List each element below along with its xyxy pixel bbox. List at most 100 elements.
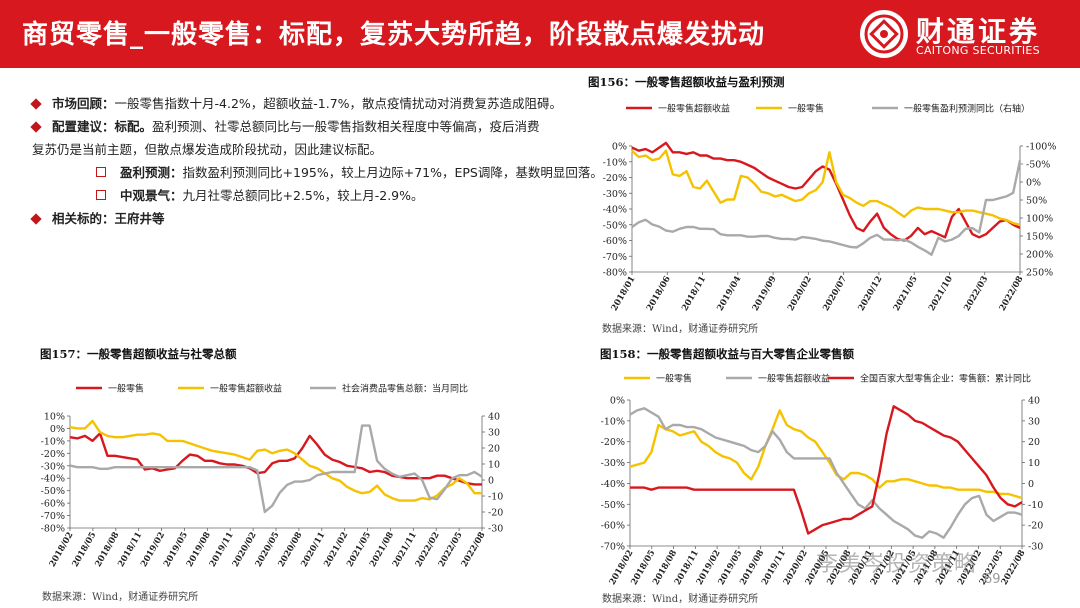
y-left-tick-label: -40% (603, 205, 627, 216)
legend-label: 一般零售 (108, 383, 144, 395)
y-right-tick-label: 20 (1028, 437, 1040, 448)
y-right-tick-label: -50% (1026, 160, 1050, 171)
bullet-key: 中观景气： (120, 188, 183, 203)
y-right-tick-label: 200% (1026, 250, 1053, 261)
y-left-tick-label: -30% (41, 461, 65, 472)
summary-bullets: 市场回顾：一般零售指数十月-4.2%，超额收益-1.7%，散点疫情扰动对消费复苏… (30, 92, 603, 230)
bullet-text: 九月社零总额同比+2.5%，较上月-2.9%。 (182, 188, 424, 203)
bullet-allocation-cont: 复苏仍是当前主题，但散点爆发造成阶段扰动，因此建议标配。 (32, 138, 602, 161)
x-tick-label: 2018/06 (645, 274, 673, 312)
y-right-tick-label: 0 (1028, 479, 1034, 490)
series-line (631, 160, 1022, 256)
y-left-tick-label: -80% (41, 524, 65, 535)
x-tick-label: 2018/11 (680, 274, 708, 312)
diamond-bullet-icon (30, 213, 42, 225)
figure-156-source: 数据来源：Wind，财通证券研究所 (602, 324, 759, 335)
y-right-tick-label: 40 (1028, 396, 1040, 407)
y-right-tick-label: 100% (1026, 214, 1053, 225)
bullet-market-review: 市场回顾：一般零售指数十月-4.2%，超额收益-1.7%，散点疫情扰动对消费复苏… (30, 92, 602, 115)
y-left-tick-label: -60% (603, 236, 627, 247)
y-left-tick-label: -70% (603, 252, 627, 263)
bullet-text: 盈利预测、社零总额同比与一般零售指数相关程度中等偏高，疫后消费 (152, 119, 540, 134)
figure-157-source: 数据来源：Wind，财通证券研究所 (42, 592, 199, 603)
x-tick-label: 2022/03 (962, 274, 990, 312)
bullet-text: 指数盈利预测同比+195%，较上月边际+71%，EPS调降，基数明显回落。 (182, 165, 603, 180)
y-left-tick-label: 0% (612, 142, 627, 153)
y-left-tick-label: -60% (601, 521, 625, 532)
x-tick-label: 2020/02 (786, 274, 814, 312)
x-tick-label: 2022/08 (998, 274, 1026, 312)
y-left-tick-label: 0% (610, 396, 625, 407)
y-right-tick-label: 250% (1026, 268, 1053, 279)
y-right-tick-label: 30 (488, 428, 500, 439)
y-left-tick-label: -50% (601, 500, 625, 511)
y-right-tick-label: -30 (1028, 542, 1043, 553)
bullet-text: 复苏仍是当前主题，但散点爆发造成阶段扰动，因此建议标配。 (32, 142, 383, 157)
legend-label: 全国百家大型零售企业：零售额：累计同比 (860, 373, 1031, 385)
y-left-tick-label: -10% (601, 416, 625, 427)
y-right-tick-label: 0 (488, 476, 494, 487)
y-left-tick-label: -10% (41, 436, 65, 447)
series-line (629, 409, 1023, 500)
y-right-tick-label: -100% (1026, 142, 1056, 153)
y-left-tick-label: -30% (601, 458, 625, 469)
square-bullet-icon (96, 190, 106, 200)
watermark: 李美岑投资策略 (816, 552, 978, 577)
x-tick-label: 2018/01 (610, 274, 638, 312)
diamond-bullet-icon (30, 121, 42, 133)
y-left-tick-label: -40% (601, 479, 625, 490)
x-tick-label: 2020/12 (857, 274, 885, 312)
header-bar: 商贸零售_一般零售：标配，复苏大势所趋，阶段散点爆发扰动 财通证券 CAITON… (0, 0, 1080, 68)
legend-label: 社会消费品零售总额：当月同比 (342, 383, 468, 395)
bullet-key: 相关标的：王府井等 (52, 211, 165, 226)
y-left-tick-label: -20% (41, 449, 65, 460)
page-number: 69 (984, 572, 1001, 587)
x-tick-label: 2021/05 (892, 274, 920, 312)
bullet-key: 盈利预测： (120, 165, 183, 180)
caitong-logo-icon (860, 10, 908, 58)
y-right-tick-label: 50% (1026, 196, 1047, 207)
y-left-tick-label: -70% (41, 511, 65, 522)
y-right-tick-label: 10 (488, 460, 500, 471)
brand-name: 财通证券 (916, 15, 1041, 48)
series-line (69, 432, 482, 486)
square-bullet-icon (96, 167, 106, 177)
y-left-tick-label: -60% (41, 499, 65, 510)
y-right-tick-label: -30 (488, 524, 503, 535)
y-right-tick-label: 30 (1028, 416, 1040, 427)
legend-label: 一般零售 (788, 103, 824, 115)
y-left-tick-label: -40% (41, 474, 65, 485)
y-left-tick-label: -80% (603, 268, 627, 279)
y-right-tick-label: -20 (1028, 521, 1043, 532)
y-right-tick-label: -20 (488, 508, 503, 519)
y-right-tick-label: 10 (1028, 458, 1040, 469)
sub-bullet-profit: 盈利预测：指数盈利预测同比+195%，较上月边际+71%，EPS调降，基数明显回… (32, 161, 603, 184)
y-left-tick-label: -70% (601, 542, 625, 553)
sub-bullet-meso: 中观景气：九月社零总额同比+2.5%，较上月-2.9%。 (32, 184, 602, 207)
series-line (630, 405, 1023, 535)
y-left-tick-label: -20% (603, 173, 627, 184)
series-line (631, 149, 1021, 226)
y-right-tick-label: 20 (488, 444, 500, 455)
y-right-tick-label: -10 (1028, 500, 1043, 511)
bullet-key: 配置建议：标配。 (52, 119, 153, 134)
x-tick-label: 2019/04 (715, 274, 743, 312)
x-tick-label: 2019/09 (751, 274, 779, 312)
bullet-allocation: 配置建议：标配。盈利预测、社零总额同比与一般零售指数相关程度中等偏高，疫后消费 (30, 115, 602, 138)
x-tick-label: 2021/10 (927, 274, 955, 312)
y-left-tick-label: -30% (603, 189, 627, 200)
y-right-tick-label: 0% (1026, 178, 1041, 189)
brand-name-en: CAITONG SECURITIES (916, 44, 1040, 57)
series-line (629, 407, 1023, 539)
y-left-tick-label: -10% (603, 157, 627, 168)
legend-label: 一般零售超额收益 (758, 373, 830, 385)
legend-label: 一般零售超额收益 (658, 103, 730, 115)
figure-157-title: 图157：一般零售超额收益与社零总额 (40, 347, 237, 361)
legend-label: 一般零售超额收益 (210, 383, 282, 395)
y-right-tick-label: -10 (488, 492, 503, 503)
diamond-bullet-icon (30, 98, 42, 110)
x-tick-label: 2020/07 (821, 274, 849, 312)
bullet-related: 相关标的：王府井等 (30, 207, 602, 230)
chart-156: 一般零售超额收益 一般零售 一般零售盈利预测同比（右轴） 0% -10% -20% -30%… (603, 103, 1057, 313)
series-line (69, 419, 482, 502)
